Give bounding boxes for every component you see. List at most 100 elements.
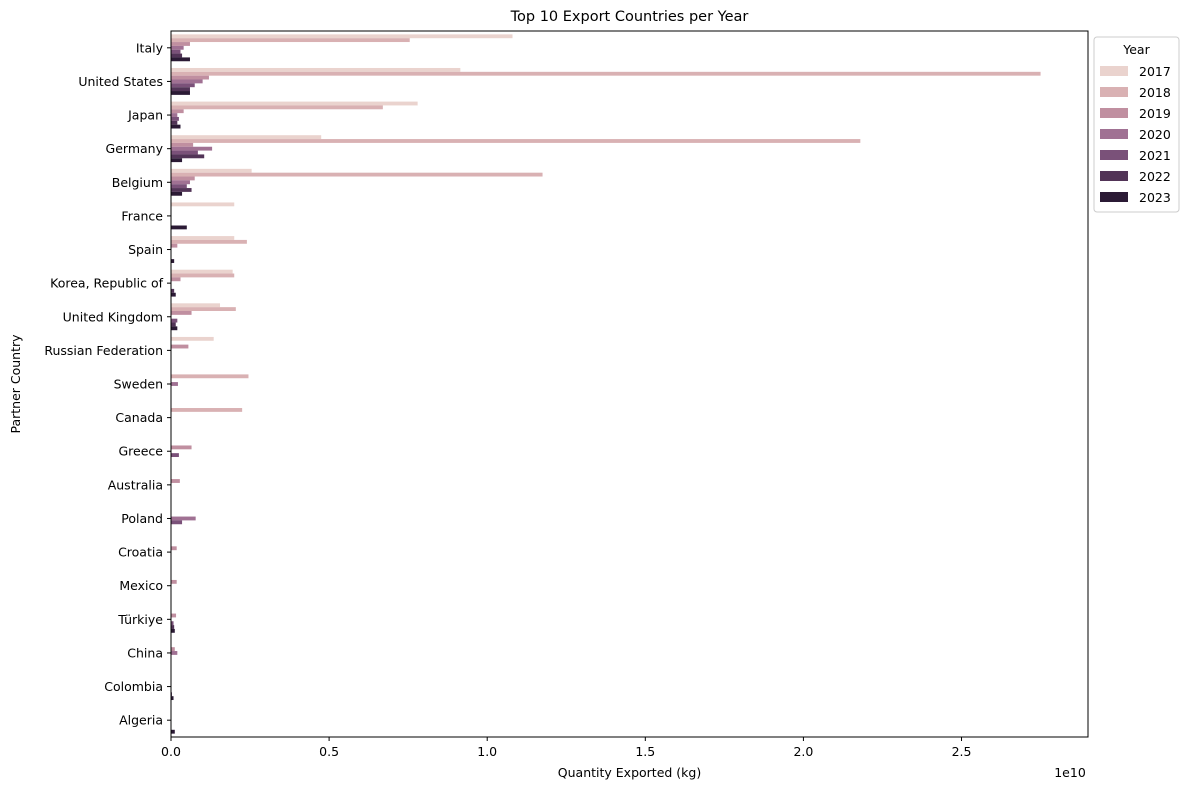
bar-2018-japan [171, 105, 383, 110]
y-tick-label: Korea, Republic of [50, 276, 163, 291]
x-tick-label: 0.5 [319, 744, 339, 759]
bar-2020-japan [171, 113, 178, 117]
bar-2023-algeria [171, 729, 175, 734]
bar-2020-italy [171, 45, 184, 50]
y-tick-label: United Kingdom [63, 309, 163, 324]
bar-2018-united-kingdom [171, 307, 236, 311]
bar-2023-belgium [171, 191, 183, 196]
bar-2019-t-rkiye [171, 613, 177, 618]
bar-2019-korea-republic-of [171, 277, 181, 282]
bar-2023-united-states [171, 91, 190, 95]
legend-label: 2023 [1139, 190, 1171, 205]
bar-2018-belgium [171, 172, 543, 177]
bar-2018-sweden [171, 374, 249, 379]
y-tick-label: China [127, 645, 163, 660]
legend-label: 2021 [1139, 148, 1171, 163]
legend-label: 2020 [1139, 127, 1171, 142]
bar-2022-united-states [171, 87, 190, 92]
y-tick-label: Colombia [104, 679, 163, 694]
bar-2019-japan [171, 109, 184, 114]
bar-2023-united-kingdom [171, 326, 178, 331]
bar-2023-france [171, 225, 187, 230]
legend-label: 2022 [1139, 169, 1171, 184]
bar-2023-italy [171, 57, 190, 62]
y-tick-label: Poland [121, 511, 163, 526]
x-tick-label: 1.5 [635, 744, 655, 759]
bar-2023-t-rkiye [171, 628, 175, 633]
bar-2019-greece [171, 445, 192, 450]
bar-2018-spain [171, 239, 247, 244]
bar-2022-belgium [171, 188, 192, 192]
bar-2018-united-states [171, 71, 1041, 76]
bar-2021-greece [171, 453, 179, 458]
legend: Year 2017 2018 2019 2020 2021 2022 2023 [1093, 36, 1180, 213]
x-axis-label: Quantity Exported (kg) [558, 765, 701, 780]
y-tick-label: Spain [128, 242, 163, 257]
legend-items: 2017 2018 2019 2020 2021 2022 2023 [1100, 64, 1171, 205]
y-tick-label: United States [78, 74, 163, 89]
bar-2023-colombia [171, 696, 174, 701]
bar-2018-canada [171, 408, 243, 412]
x-tick-label: 2.0 [793, 744, 813, 759]
bar-2019-spain [171, 243, 178, 248]
legend-swatch [1100, 108, 1128, 118]
bar-2017-korea-republic-of [171, 269, 233, 274]
x-tick-label: 1.0 [477, 744, 497, 759]
bar-2022-germany [171, 154, 205, 159]
bar-2019-germany [171, 142, 194, 147]
bar-2022-japan [171, 120, 178, 125]
bar-2019-australia [171, 479, 180, 483]
y-tick-label: Canada [115, 410, 163, 425]
x-axis-scale-label: 1e10 [1054, 765, 1086, 780]
y-axis: Italy United States Japan Germany Belgium Fra… [44, 40, 171, 728]
bar-2022-korea-republic-of [171, 288, 175, 293]
bar-2019-united-kingdom [171, 310, 192, 315]
bar-2023-japan [171, 124, 181, 129]
legend-label: 2017 [1139, 64, 1171, 79]
x-tick-label: 0.0 [161, 744, 181, 759]
bar-2018-germany [171, 139, 861, 143]
bar-2022-t-rkiye [171, 625, 175, 629]
y-tick-label: Japan [127, 108, 163, 123]
bar-2020-germany [171, 146, 213, 151]
x-axis: 0.0 0.5 1.0 1.5 2.0 2.5 [161, 737, 971, 759]
legend-swatch [1100, 87, 1128, 97]
bars-group [171, 34, 1041, 734]
bar-2022-italy [171, 53, 183, 58]
bar-2023-korea-republic-of [171, 292, 176, 297]
y-tick-label: Greece [119, 444, 164, 459]
bar-2023-spain [171, 259, 175, 263]
bar-2017-russian-federation [171, 336, 214, 341]
bar-2020-united-states [171, 79, 203, 84]
bar-2017-belgium [171, 168, 252, 173]
y-tick-label: Belgium [112, 175, 163, 190]
bar-2023-germany [171, 158, 183, 163]
legend-swatch [1100, 192, 1128, 202]
bar-2017-france [171, 202, 235, 207]
bar-2019-italy [171, 42, 190, 46]
y-tick-label: Mexico [119, 578, 163, 593]
bar-2021-germany [171, 150, 198, 155]
x-tick-label: 2.5 [952, 744, 972, 759]
legend-label: 2018 [1139, 85, 1171, 100]
legend-swatch [1100, 129, 1128, 139]
bar-2019-united-states [171, 75, 209, 80]
y-tick-label: France [121, 208, 163, 223]
legend-swatch [1100, 150, 1128, 160]
bar-2019-china [171, 647, 175, 652]
bar-2020-poland [171, 516, 196, 521]
y-tick-label: Russian Federation [44, 343, 163, 358]
y-tick-label: Croatia [118, 545, 163, 560]
bar-2017-germany [171, 135, 322, 140]
bar-2021-japan [171, 116, 179, 121]
legend-title: Year [1122, 42, 1150, 57]
bar-2017-italy [171, 34, 513, 39]
bar-2017-united-kingdom [171, 303, 221, 308]
bar-2017-japan [171, 101, 418, 106]
legend-swatch [1100, 66, 1128, 76]
y-axis-label: Partner Country [8, 334, 23, 434]
chart-title: Top 10 Export Countries per Year [510, 9, 749, 25]
bar-2017-spain [171, 236, 235, 240]
bar-2021-united-states [171, 83, 195, 88]
